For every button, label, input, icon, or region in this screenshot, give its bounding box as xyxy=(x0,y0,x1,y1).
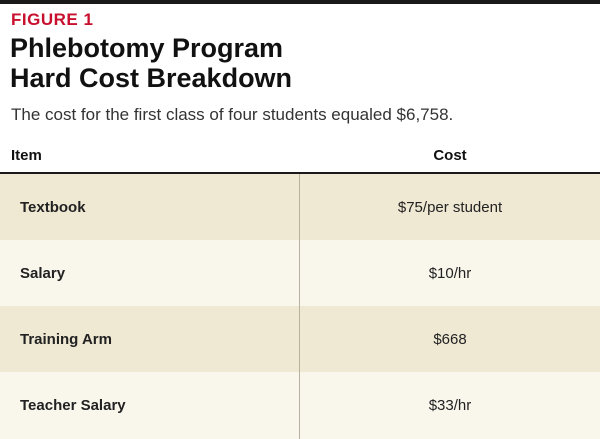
item-cell: Training Arm xyxy=(20,330,112,348)
item-cell: Textbook xyxy=(20,198,86,216)
cost-cell: $668 xyxy=(433,330,467,348)
cost-table-body: Textbook $75/per student Salary $10/hr T… xyxy=(0,174,600,439)
column-header-item: Item xyxy=(11,147,42,164)
item-cell: Salary xyxy=(20,264,66,282)
cost-cell: $33/hr xyxy=(428,397,472,414)
header-divider xyxy=(0,172,600,174)
figure-subtitle: The cost for the first class of four stu… xyxy=(11,105,454,124)
cost-cell: $75/per student xyxy=(397,198,503,216)
column-header-cost: Cost xyxy=(433,147,467,164)
figure-label: FIGURE 1 xyxy=(11,10,94,29)
column-divider xyxy=(299,174,300,439)
figure-title-line-1: Phlebotomy Program xyxy=(10,33,284,63)
table-row: Textbook $75/per student xyxy=(0,174,600,240)
figure-title: Phlebotomy Program Hard Cost Breakdown xyxy=(10,33,292,93)
table-row: Teacher Salary $33/hr xyxy=(0,372,600,439)
cost-cell: $10/hr xyxy=(428,264,472,282)
figure-title-line-2: Hard Cost Breakdown xyxy=(10,63,293,93)
table-row: Salary $10/hr xyxy=(0,240,600,306)
table-row: Training Arm $668 xyxy=(0,306,600,372)
item-cell: Teacher Salary xyxy=(20,397,126,414)
